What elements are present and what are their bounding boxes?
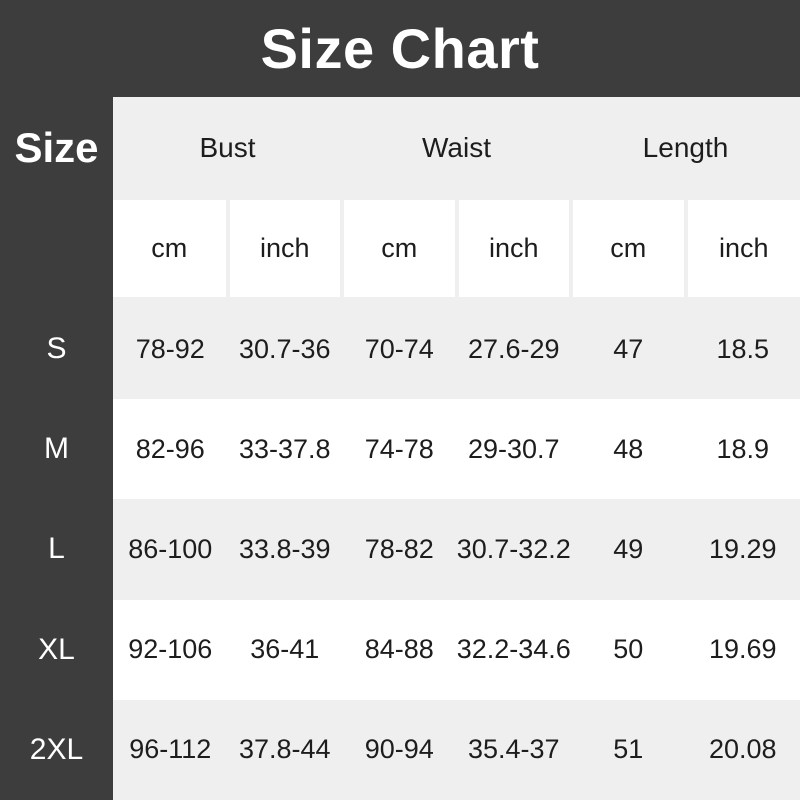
- unit-header-waist-inch: inch: [456, 198, 571, 299]
- unit-header-waist-cm: cm: [342, 198, 457, 299]
- table-cell-l-bust-cm: 86-100: [113, 499, 228, 600]
- table-cell-2xl-length-inch: 20.08: [685, 699, 800, 800]
- column-group-waist: Waist: [342, 97, 571, 198]
- table-cell-xl-waist-inch: 32.2-34.6: [456, 599, 571, 700]
- unit-label: cm: [344, 200, 455, 297]
- table-cell-m-length-inch: 18.9: [685, 399, 800, 500]
- size-row-label-2xl: 2XL: [0, 699, 113, 800]
- unit-label: inch: [458, 200, 569, 297]
- table-cell-m-bust-inch: 33-37.8: [227, 399, 342, 500]
- unit-header-bust-cm: cm: [113, 198, 228, 299]
- table-cell-s-bust-cm: 78-92: [113, 299, 228, 400]
- table-cell-l-waist-cm: 78-82: [342, 499, 457, 600]
- size-row-label-l: L: [0, 499, 113, 600]
- table-cell-xl-waist-cm: 84-88: [342, 599, 457, 700]
- column-group-bust: Bust: [113, 97, 342, 198]
- column-group-length: Length: [571, 97, 800, 198]
- unit-header-length-inch: inch: [685, 198, 800, 299]
- table-cell-m-length-cm: 48: [571, 399, 686, 500]
- unit-label: cm: [573, 200, 684, 297]
- corner-spacer: [0, 198, 113, 299]
- size-row-label-s: S: [0, 299, 113, 400]
- table-cell-xl-bust-inch: 36-41: [227, 599, 342, 700]
- table-cell-2xl-bust-cm: 96-112: [113, 699, 228, 800]
- table-cell-l-bust-inch: 33.8-39: [227, 499, 342, 600]
- table-cell-2xl-bust-inch: 37.8-44: [227, 699, 342, 800]
- table-cell-xl-bust-cm: 92-106: [113, 599, 228, 700]
- table-cell-m-bust-cm: 82-96: [113, 399, 228, 500]
- table-cell-s-waist-cm: 70-74: [342, 299, 457, 400]
- table-cell-l-length-inch: 19.29: [685, 499, 800, 600]
- unit-label: inch: [229, 200, 340, 297]
- table-cell-2xl-waist-cm: 90-94: [342, 699, 457, 800]
- size-column-header: Size: [0, 97, 113, 198]
- title-bar: Size Chart: [0, 0, 800, 97]
- table-cell-l-waist-inch: 30.7-32.2: [456, 499, 571, 600]
- unit-label: cm: [113, 200, 226, 297]
- size-row-label-xl: XL: [0, 599, 113, 700]
- page-title: Size Chart: [260, 17, 540, 80]
- table-cell-m-waist-inch: 29-30.7: [456, 399, 571, 500]
- unit-header-bust-inch: inch: [227, 198, 342, 299]
- unit-label: inch: [687, 200, 800, 297]
- table-cell-s-waist-inch: 27.6-29: [456, 299, 571, 400]
- size-row-label-m: M: [0, 399, 113, 500]
- table-cell-2xl-waist-inch: 35.4-37: [456, 699, 571, 800]
- table-cell-2xl-length-cm: 51: [571, 699, 686, 800]
- unit-header-length-cm: cm: [571, 198, 686, 299]
- table-cell-s-length-inch: 18.5: [685, 299, 800, 400]
- table-cell-s-bust-inch: 30.7-36: [227, 299, 342, 400]
- table-cell-l-length-cm: 49: [571, 499, 686, 600]
- table-cell-xl-length-cm: 50: [571, 599, 686, 700]
- table-cell-s-length-cm: 47: [571, 299, 686, 400]
- size-chart-table: Size Bust Waist Length cm inch cm inch c…: [0, 97, 800, 800]
- table-cell-xl-length-inch: 19.69: [685, 599, 800, 700]
- table-cell-m-waist-cm: 74-78: [342, 399, 457, 500]
